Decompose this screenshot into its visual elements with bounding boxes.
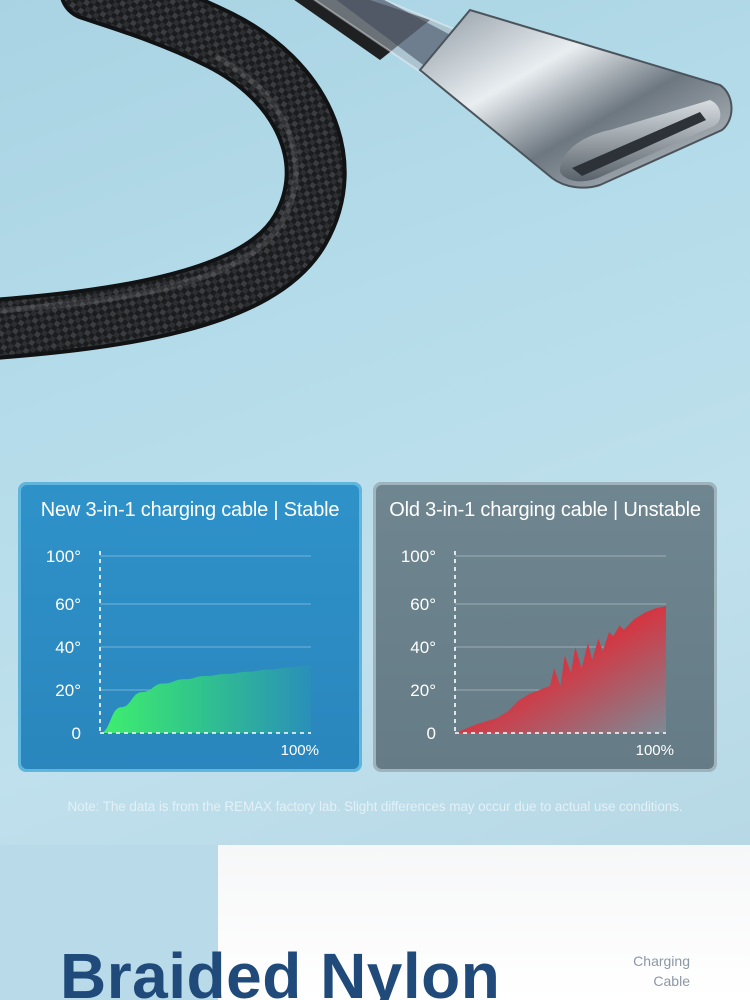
old-cable-temperature-chart: 0 20° 40° 60° 100° 100% [401, 547, 674, 759]
new-cable-chart-card: New 3-in-1 charging cable | Stable 0 20° 4… [18, 482, 362, 772]
new-cable-temperature-chart: 0 20° 40° 60° 100° 100% [46, 547, 319, 759]
y-tick-label: 0 [427, 724, 436, 743]
old-cable-area-series [455, 606, 666, 733]
new-cable-area-series [100, 665, 311, 733]
y-tick-label: 60° [55, 595, 81, 614]
braided-nylon-section: Braided Nylon Charging Cable [0, 845, 750, 1000]
side-caption: Charging Cable [600, 951, 690, 991]
y-tick-label: 40° [410, 638, 436, 657]
section-heading: Braided Nylon [60, 940, 501, 1000]
data-source-note: Note: The data is from the REMAX factory… [67, 799, 683, 814]
side-caption-line1: Charging [633, 953, 690, 969]
new-chart-title: New 3-in-1 charging cable | Stable [40, 499, 340, 521]
y-tick-label: 100° [46, 547, 81, 566]
side-caption-line2: Cable [653, 973, 690, 989]
y-tick-label: 20° [410, 681, 436, 700]
x-end-label: 100% [281, 742, 319, 759]
y-tick-label: 100° [401, 547, 436, 566]
old-chart-title: Old 3-in-1 charging cable | Unstable [389, 499, 701, 521]
old-cable-chart-card: Old 3-in-1 charging cable | Unstable 0 20… [373, 482, 717, 772]
y-tick-label: 0 [72, 724, 81, 743]
y-tick-label: 60° [410, 595, 436, 614]
braided-cable-illustration [0, 0, 733, 360]
blue-accent-block [0, 845, 218, 1000]
y-tick-label: 20° [55, 681, 81, 700]
white-background-block [218, 845, 750, 1000]
x-end-label: 100% [636, 742, 674, 759]
y-tick-label: 40° [55, 638, 81, 657]
